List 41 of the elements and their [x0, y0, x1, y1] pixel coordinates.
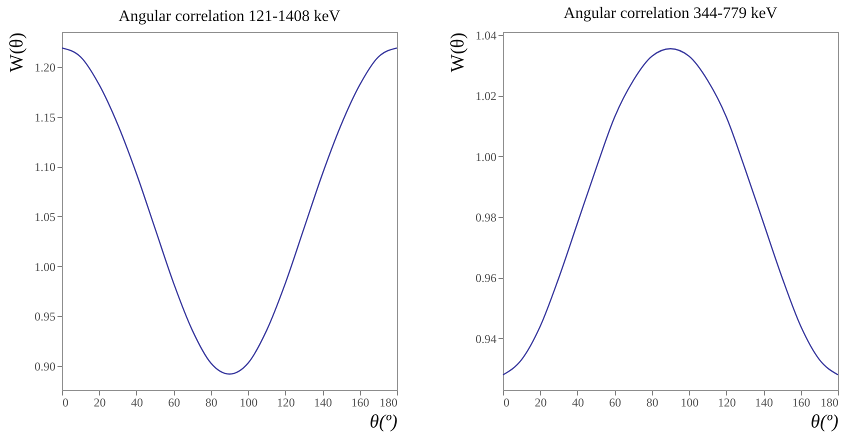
- x-tick-label: 80: [205, 396, 218, 410]
- x-tick-label: 20: [534, 396, 547, 410]
- y-tick-label: 1.00: [476, 150, 496, 164]
- x-tick-label: 160: [351, 396, 370, 410]
- chart-title: Angular correlation 344-779 keV: [564, 5, 778, 22]
- x-tick-label: 100: [680, 396, 699, 410]
- line-series: [61, 47, 398, 375]
- x-tick-label: 60: [609, 396, 622, 410]
- y-axis-title: W(θ): [448, 32, 468, 72]
- y-tick-label: 0.90: [34, 360, 56, 374]
- x-tick-label: 140: [755, 396, 774, 410]
- x-axis-title: θ(º): [370, 412, 398, 432]
- x-tick-label: 180: [380, 396, 398, 410]
- x-tick-label: 60: [168, 396, 180, 410]
- y-tick-label: 0.94: [476, 332, 496, 346]
- y-tick-label: 1.04: [476, 28, 496, 43]
- y-tick-label: 1.00: [34, 260, 56, 274]
- y-tick-label: 1.20: [34, 60, 56, 74]
- x-tick-label: 40: [130, 396, 143, 410]
- y-tick-label: 1.10: [34, 160, 56, 174]
- x-tick-label: 100: [240, 396, 258, 410]
- y-tick-label: 1.05: [34, 210, 56, 224]
- y-tick-label: 1.02: [476, 89, 496, 104]
- x-tick-label: 20: [94, 396, 106, 410]
- x-tick-label: 40: [572, 396, 584, 410]
- y-tick-label: 1.15: [34, 110, 56, 124]
- chart-title: Angular correlation 121-1408 keV: [118, 8, 341, 25]
- x-tick-label: 120: [276, 396, 295, 410]
- line-series: [502, 48, 839, 376]
- x-tick-label: 0: [62, 396, 68, 410]
- x-tick-label: 80: [646, 396, 658, 410]
- y-tick-label: 0.98: [476, 210, 496, 225]
- x-axis-title: θ(º): [810, 412, 838, 432]
- x-tick-label: 160: [792, 396, 810, 410]
- x-tick-label: 0: [504, 396, 510, 410]
- x-tick-label: 140: [314, 396, 332, 410]
- x-tick-label: 120: [718, 396, 736, 410]
- y-tick-label: 0.95: [34, 310, 56, 324]
- y-tick-label: 0.96: [476, 271, 496, 286]
- x-tick-label: 180: [820, 396, 838, 410]
- y-axis-title: W(θ): [6, 32, 28, 72]
